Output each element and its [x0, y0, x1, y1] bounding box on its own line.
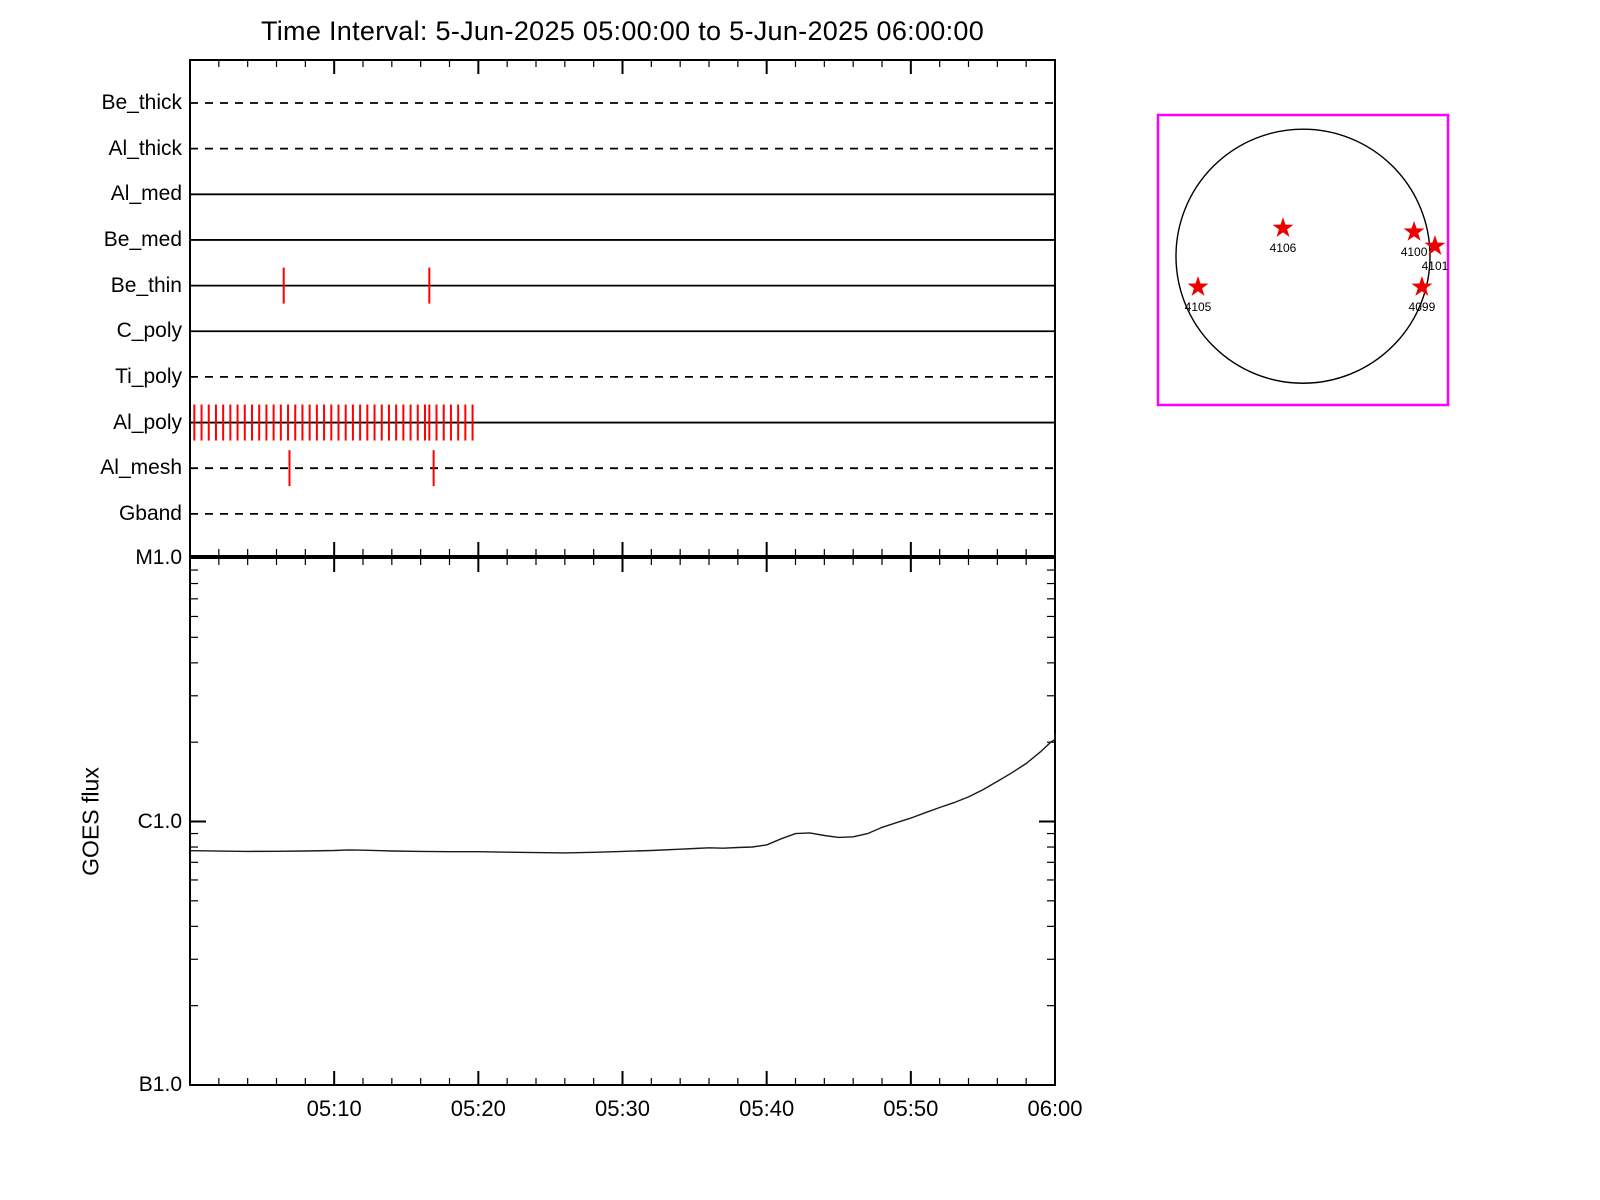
filter-label-C_poly: C_poly [116, 319, 182, 343]
active-region-star-icon [1424, 235, 1446, 255]
map-border [1156, 113, 1450, 407]
active-region-label-4099: 4099 [1409, 300, 1436, 314]
goes-ytick-M1.0: M1.0 [135, 546, 182, 569]
active-region-label-4105: 4105 [1185, 300, 1212, 314]
active-region-star-icon [1403, 220, 1425, 241]
goes-ytick-C1.0: C1.0 [137, 809, 182, 833]
filter-label-Ti_poly: Ti_poly [115, 364, 182, 388]
filter-label-Be_thick: Be_thick [101, 91, 182, 114]
goes-xtick-05:20: 05:20 [450, 1096, 506, 1121]
active-region-label-4106: 4106 [1270, 241, 1297, 255]
filter-label-Al_med: Al_med [110, 182, 182, 206]
plot-title: Time Interval: 5-Jun-2025 05:00:00 to 5-… [260, 16, 985, 46]
goes-flux-curve [189, 733, 1056, 854]
goes-xtick-05:50: 05:50 [883, 1096, 939, 1121]
active-region-star-icon [1411, 276, 1433, 296]
goes-ytick-B1.0: B1.0 [138, 1073, 182, 1096]
active-region-label-4101: 4101 [1422, 259, 1449, 273]
goes-panel-border [189, 557, 1056, 1086]
filter-label-Be_med: Be_med [103, 227, 182, 251]
filter-label-Be_thin: Be_thin [110, 273, 182, 297]
goes-xtick-06:00: 06:00 [1027, 1096, 1083, 1121]
solar-disk-limb [1175, 128, 1431, 384]
filter-label-Al_thick: Al_thick [108, 136, 182, 160]
goes-xtick-05:10: 05:10 [306, 1096, 362, 1121]
goes-xtick-05:30: 05:30 [594, 1096, 651, 1121]
active-region-label-4100: 4100 [1401, 245, 1428, 259]
timeline-panel-border [189, 59, 1056, 557]
filter-label-Al_mesh: Al_mesh [100, 456, 182, 480]
goes-xtick-05:40: 05:40 [739, 1096, 795, 1121]
filter-label-Gband: Gband [118, 501, 182, 525]
active-region-star-icon [1272, 217, 1294, 237]
active-region-star-icon [1187, 276, 1209, 296]
filter-label-Al_poly: Al_poly [113, 410, 182, 434]
